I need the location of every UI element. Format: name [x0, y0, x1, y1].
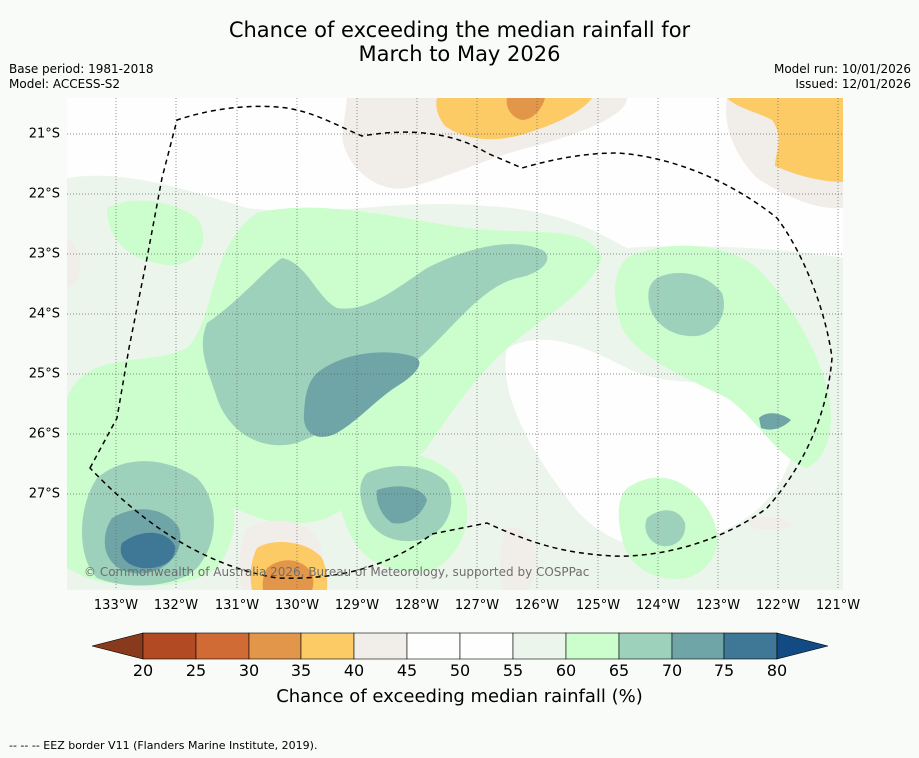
- band-35-40-ne: [727, 98, 843, 182]
- band-40-45-w: [67, 238, 81, 288]
- lon-label: 129°W: [334, 598, 380, 613]
- issued-date: Issued: 12/01/2026: [795, 77, 911, 91]
- band-40-45-small: [747, 516, 792, 530]
- colorbar-tick: 60: [555, 661, 577, 680]
- colorbar-tick: 20: [132, 661, 154, 680]
- band-75-80-sw: [120, 532, 176, 569]
- model-run: Model run: 10/01/2026: [773, 62, 911, 76]
- lon-label: 125°W: [575, 598, 621, 613]
- colorbar-swatch-50-55: [459, 632, 514, 660]
- colorbar-swatch-45-50: [406, 632, 461, 660]
- colorbar-swatch-55-60: [512, 632, 567, 660]
- band-70-75-east: [759, 413, 791, 430]
- lat-label: 27°S: [28, 486, 60, 502]
- colorbar-tick: 80: [766, 661, 788, 680]
- lon-label: 126°W: [514, 598, 560, 613]
- colorbar-tick: 45: [396, 661, 418, 680]
- lat-label: 23°S: [28, 246, 60, 262]
- colorbar-tick: 40: [343, 661, 365, 680]
- colorbar-tick: 75: [713, 661, 735, 680]
- colorbar-arrow-low: [91, 632, 144, 660]
- colorbar-swatch-70-75: [671, 632, 725, 660]
- title-line-2: March to May 2026: [358, 42, 561, 66]
- colorbar-swatch-25-30: [195, 632, 250, 660]
- map-title: Chance of exceeding the median rainfall …: [0, 18, 919, 66]
- band-30-35-north: [506, 98, 545, 120]
- lon-label: 123°W: [695, 598, 741, 613]
- band-30-35-south: [262, 560, 314, 590]
- eez-legend: -- -- -- EEZ border V11 (Flanders Marine…: [9, 739, 318, 752]
- meta-left: Base period: 1981-2018 Model: ACCESS-S2: [9, 62, 154, 92]
- band-70-75-south: [376, 486, 427, 524]
- lat-label: 24°S: [28, 306, 60, 322]
- copyright-notice: © Commonwealth of Australia 2026, Bureau…: [84, 565, 590, 579]
- colorbar-tick: 65: [608, 661, 630, 680]
- lon-label: 128°W: [394, 598, 440, 613]
- lon-label: 132°W: [153, 598, 199, 613]
- band-60-65-nw: [107, 200, 204, 266]
- colorbar-label: Chance of exceeding median rainfall (%): [276, 686, 643, 707]
- colorbar-swatch-65-70: [618, 632, 673, 660]
- lat-label: 22°S: [28, 186, 60, 202]
- colorbar-swatch-75-80: [723, 632, 778, 660]
- eez-border: [89, 105, 833, 579]
- title-line-1: Chance of exceeding the median rainfall …: [228, 18, 691, 42]
- meta-right: Model run: 10/01/2026 Issued: 12/01/2026: [774, 62, 911, 92]
- colorbar-tick: 30: [238, 661, 260, 680]
- colorbar-tick: 70: [661, 661, 683, 680]
- colorbar-swatch-35-40: [300, 632, 355, 660]
- band-35-40-north: [436, 98, 592, 140]
- graticule: [67, 98, 843, 590]
- band-65-70-se: [645, 510, 686, 547]
- colorbar-swatch-40-45: [353, 632, 408, 660]
- lon-label: 131°W: [214, 598, 260, 613]
- lat-label: 25°S: [28, 366, 60, 382]
- colorbar-swatch-20-25: [142, 632, 197, 660]
- lat-label: 26°S: [28, 426, 60, 442]
- band-70-75-central: [303, 352, 420, 437]
- band-65-70-east: [648, 273, 725, 337]
- lon-label: 133°W: [93, 598, 139, 613]
- lon-label: 122°W: [755, 598, 801, 613]
- colorbar-tick: 25: [185, 661, 207, 680]
- band-65-70-central: [202, 244, 548, 446]
- lon-label: 124°W: [635, 598, 681, 613]
- colorbar-arrow-high: [776, 632, 829, 660]
- rainfall-map: [67, 98, 843, 590]
- lon-label: 130°W: [274, 598, 320, 613]
- lon-label: 127°W: [454, 598, 500, 613]
- colorbar-swatch-60-65: [565, 632, 620, 660]
- colorbar-tick: 55: [502, 661, 524, 680]
- lat-label: 21°S: [28, 126, 60, 142]
- model-name: Model: ACCESS-S2: [9, 77, 121, 91]
- lon-label: 121°W: [815, 598, 861, 613]
- colorbar-swatch-30-35: [248, 632, 302, 660]
- band-40-45-se: [500, 527, 537, 590]
- colorbar-tick: 50: [449, 661, 471, 680]
- colorbar: [91, 632, 829, 660]
- base-period: Base period: 1981-2018: [9, 62, 154, 76]
- colorbar-tick: 35: [290, 661, 312, 680]
